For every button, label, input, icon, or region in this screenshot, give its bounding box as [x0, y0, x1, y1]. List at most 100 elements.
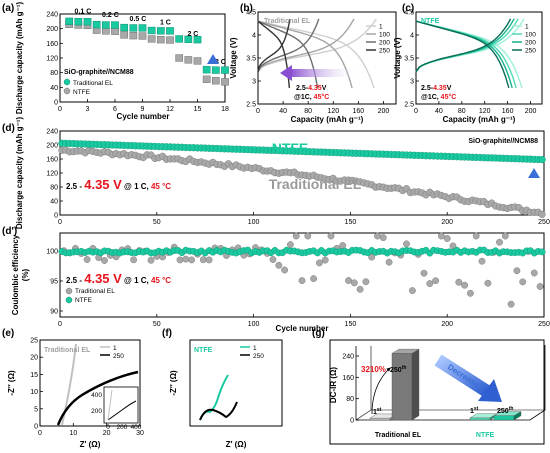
panel-f: NTFE 1 250 Z′ (Ω) -Z″ (Ω) [169, 339, 283, 449]
panel-b-title: Traditional EL [264, 18, 311, 25]
panel-e-ytick-label-5: 25 [30, 338, 38, 345]
panel-d-xtick-label-1: 50 [153, 219, 161, 226]
panel-a-ytick-label-4: 160 [46, 41, 58, 48]
panel-f-ylabel: -Z″ (Ω) [169, 370, 178, 396]
panel-e-legend-250: 250 [113, 353, 124, 360]
panel-c-ytick-label-3: 4 [410, 33, 414, 40]
panel-a-up-arrowhead [207, 54, 219, 64]
panel-g-bar-te-1st [369, 417, 391, 421]
panel-a-point-te-8 [138, 32, 147, 40]
panel-d-ytick-label-2: 80 [50, 185, 58, 192]
panel-d2-point-te-14 [83, 256, 91, 263]
panel-d2-point-te-68 [188, 256, 196, 264]
panel-a-point-te-10 [156, 36, 165, 44]
panel-c-charge-3 [415, 18, 512, 73]
panel-g-bar-top-te-250th [391, 348, 420, 354]
panel-d2-point-te-227 [496, 238, 503, 246]
panel-g-3d-axes [355, 345, 546, 421]
panel-b-xtick-label-2: 80 [304, 108, 312, 115]
panel-d2-point-te-170 [385, 258, 393, 266]
panel-e-title: Traditional EL [44, 347, 91, 354]
panel-c-legend-label-2: 200 [525, 40, 536, 47]
panel-d-xtick-label-0: 0 [58, 219, 62, 226]
panel-a-point-te-17 [221, 78, 229, 86]
panel-a-rate-label-0: 0.1 C [75, 9, 92, 16]
panel-a-rate-label-1: 0.2 C [102, 12, 119, 19]
panel-f-xlabel: Z′ (Ω) [226, 440, 247, 449]
panel-b-ticks: 0 40 80 120 160 200 2.5 3 3.5 4 4.5 [246, 10, 389, 116]
panel-d2: 0 50 100 150 200 250 90 95 100 2.5 - 4.35 V @ 1 … [11, 232, 550, 333]
panel-e-ytick-label-4: 20 [30, 355, 38, 362]
panel-b-note-line1: 2.5-4.35V [296, 85, 327, 92]
panel-a-point-te-13 [184, 56, 193, 64]
panel-c-ytick-label-1: 3 [410, 79, 414, 86]
panel-c-ytick-label-2: 3.5 [404, 56, 414, 63]
panel-a-point-nt-6 [120, 23, 129, 32]
panel-d-label-te: Traditional EL [269, 176, 362, 192]
panel-b-xtick-label-3: 120 [327, 108, 339, 115]
panel-g-ylabel: DC-IR (Ω) [329, 367, 338, 404]
panel-d2-point-nt-249 [538, 248, 546, 256]
panel-g-increase-arrow [371, 367, 391, 415]
panel-a-point-nt-10 [156, 27, 165, 35]
panel-d2-point-te-38 [130, 256, 138, 264]
panel-e-ytick-label-2: 10 [30, 389, 38, 396]
panel-label-e: (e) [2, 328, 14, 339]
panel-a-point-te-11 [166, 36, 174, 44]
panel-d2-point-te-113 [275, 261, 283, 269]
panel-a-point-te-7 [129, 31, 138, 40]
panel-b-legend-label-3: 250 [379, 48, 390, 55]
panel-g-bar-side-te-250th [411, 348, 420, 421]
panel-d2-point-te-179 [403, 240, 410, 248]
panel-a-point-nt-17 [221, 66, 229, 74]
panel-d-point-nt-249 [538, 156, 546, 164]
panel-c-discharge-3 [415, 20, 510, 89]
panel-d-ytick-label-0: 0 [54, 213, 58, 220]
panel-a-ytick-label-3: 120 [46, 56, 58, 63]
panel-a-legend-nt: NTFE [73, 89, 91, 96]
panel-d2-point-te-149 [345, 277, 352, 284]
panel-b-ytick-label-0: 2.5 [246, 102, 256, 109]
panel-a-point-nt-2 [83, 18, 92, 26]
panel-label-d: (d) [2, 123, 15, 134]
panel-c-legend-label-1: 100 [525, 32, 536, 39]
panel-b-arrowhead [280, 65, 292, 81]
panel-b-discharge-1 [257, 20, 353, 89]
panel-a-point-te-5 [111, 27, 119, 35]
panel-a-legend-marker-te [63, 78, 71, 86]
panel-a-point-nt-15 [202, 66, 211, 74]
panel-c: 0 40 80 120 160 200 2.5 3 3.5 4 4.5 NTFE 2.5-4.35V… [393, 10, 543, 124]
panel-f-legend-1: 1 [253, 345, 257, 352]
panel-d2-points [58, 232, 546, 308]
panel-f-title: NTFE [194, 347, 213, 354]
panel-d2-point-te-218 [478, 257, 486, 265]
panel-a-point-nt-4 [101, 21, 110, 29]
panel-e-xtick-label-3: 30 [136, 430, 144, 437]
panel-d2-ylabel-line1: Coulombic efficiency [11, 234, 20, 315]
panel-d-up-arrowhead [528, 168, 540, 178]
panel-f-curve-250 [199, 401, 238, 421]
panel-e-inset-xtick-2: 400 [131, 424, 142, 431]
panel-b-xtick-label-1: 40 [279, 108, 287, 115]
panel-b-legend-label-0: 1 [379, 24, 383, 31]
panel-a-ytick-label-0: 0 [54, 100, 58, 107]
panel-label-g: (g) [312, 328, 325, 339]
panel-a-point-nt-14 [193, 36, 202, 44]
panel-d2-xtick-label-0: 0 [58, 321, 62, 328]
panel-d-ytick-label-3: 120 [46, 171, 58, 178]
panel-e-inset-curve [107, 400, 137, 421]
panel-a-xtick-label-0: 0 [58, 106, 62, 113]
panel-d-ticks: 0 50 100 150 200 250 0 40 80 120 160 200 240 [46, 129, 550, 227]
panel-a-rate-labels: 0.1 C 0.2 C 0.5 C 1 C 2 C 3 C [75, 9, 226, 67]
panel-d2-point-te-233 [507, 300, 515, 308]
panel-g-1st-label-nt: 1st [470, 406, 479, 415]
panel-b-xtick-label-4: 160 [353, 108, 365, 115]
panel-a-xlabel: Cycle number [117, 112, 170, 121]
panel-e-inset-ytick-1: 400 [91, 392, 102, 399]
panel-c-note-line2: @1C, 45°C [421, 93, 456, 101]
panel-c-xtick-label-0: 0 [414, 108, 418, 115]
panel-d2-legend-nt: NTFE [75, 297, 93, 304]
panel-g-ticks: 0 80 160 240 [342, 354, 359, 425]
panel-b-ytick-label-4: 4.5 [246, 10, 256, 17]
panel-d2-ytick-label-2: 100 [46, 249, 58, 256]
